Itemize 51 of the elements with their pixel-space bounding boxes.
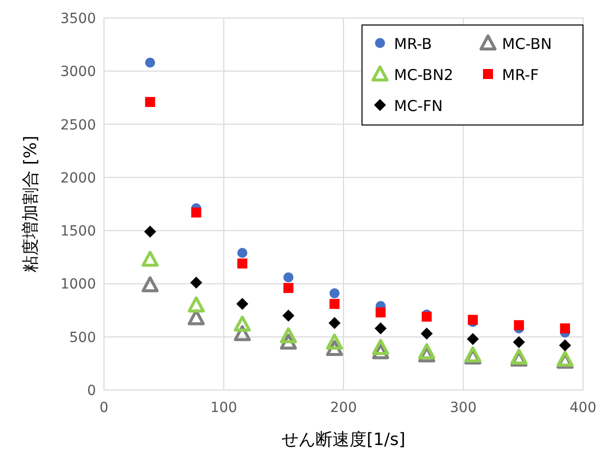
y-axis-title: 粘度増加割合 [%] (21, 136, 41, 272)
point (560, 323, 570, 334)
point (145, 58, 156, 68)
legend-label: MC-FN (394, 97, 443, 115)
x-tick-label: 0 (100, 400, 108, 416)
point (237, 258, 248, 269)
point (237, 248, 248, 258)
y-tick-label: 1500 (60, 224, 96, 240)
point (142, 250, 159, 267)
point (282, 310, 294, 322)
point (234, 316, 251, 332)
point (330, 298, 340, 309)
legend-label: MR-F (502, 66, 539, 84)
x-axis-title: せん断速度[1/s] (282, 430, 406, 450)
point (283, 282, 294, 293)
point (280, 327, 297, 344)
point (466, 332, 479, 345)
point (236, 298, 248, 310)
point (191, 208, 202, 218)
y-tick-label: 2000 (60, 170, 96, 186)
point (145, 96, 156, 107)
point (330, 288, 340, 298)
y-tick-label: 3500 (60, 11, 96, 27)
legend-label: MC-BN2 (394, 66, 454, 84)
legend-label: MC-BN (502, 35, 552, 53)
point (374, 322, 387, 334)
x-tick-label: 200 (330, 400, 357, 416)
x-tick-label: 400 (570, 400, 596, 416)
point (376, 307, 386, 318)
point (514, 320, 524, 330)
y-tick-label: 500 (69, 330, 96, 346)
point (144, 226, 156, 238)
point (418, 343, 436, 360)
y-tick-label: 1000 (60, 276, 96, 293)
point (372, 338, 390, 355)
x-tick-label: 300 (450, 400, 477, 416)
y-tick-label: 2500 (60, 117, 96, 134)
point (328, 317, 341, 330)
point (283, 272, 294, 282)
y-tick-label: 0 (87, 383, 96, 399)
y-tick-label: 3000 (60, 64, 96, 80)
legend-label: MR-B (394, 35, 432, 53)
point (190, 276, 202, 289)
x-tick-label: 100 (210, 400, 238, 416)
point (142, 276, 159, 292)
point (326, 334, 344, 350)
point (420, 328, 433, 340)
point (512, 336, 525, 348)
point (188, 309, 205, 326)
point (559, 339, 572, 352)
point (188, 296, 205, 312)
